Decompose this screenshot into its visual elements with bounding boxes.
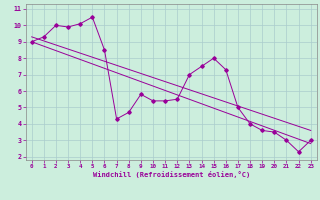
X-axis label: Windchill (Refroidissement éolien,°C): Windchill (Refroidissement éolien,°C) xyxy=(92,171,250,178)
